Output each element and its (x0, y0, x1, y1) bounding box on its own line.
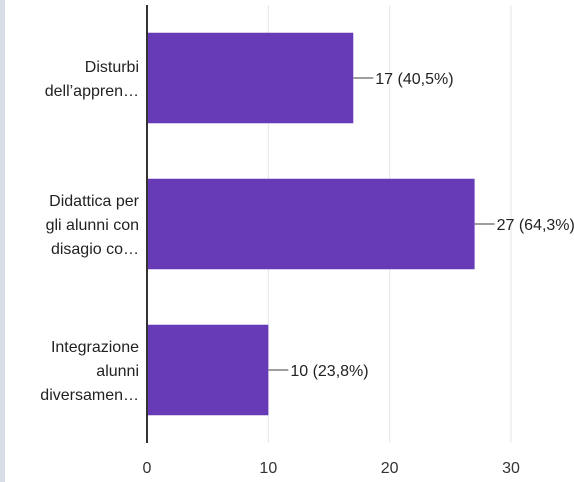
x-tick-label: 0 (143, 460, 152, 477)
x-tick-label: 10 (259, 460, 277, 477)
category-label-line: diversamen… (40, 387, 139, 404)
category-label-line: disagio co… (51, 241, 139, 258)
x-tick-label: 20 (381, 460, 399, 477)
data-label: 27 (64,3%) (497, 217, 574, 234)
data-label: 10 (23,8%) (290, 363, 368, 380)
category-label-line: Disturbi (85, 59, 139, 76)
labels: 0 10 20 30 17 (40,5%) Disturbi dell’appren… 27 … (40, 59, 574, 477)
category-label-line: Didattica per (49, 193, 139, 210)
left-edge-strip (0, 0, 5, 482)
x-tick-label: 30 (502, 460, 520, 477)
data-label: 17 (40,5%) (375, 71, 453, 88)
bar (147, 324, 269, 416)
category-label-line: dell’appren… (45, 83, 139, 100)
category-label-line: Integrazione (51, 339, 139, 356)
category-label-line: alunni (96, 363, 139, 380)
bar (147, 178, 475, 270)
category-label-line: gli alunni con (46, 217, 139, 234)
bar (147, 32, 354, 124)
category-label: Disturbi dell’appren… (45, 59, 139, 100)
category-label: Integrazione alunni diversamen… (40, 339, 139, 404)
category-label: Didattica per gli alunni con disagio co… (46, 193, 140, 258)
bars (147, 32, 495, 416)
